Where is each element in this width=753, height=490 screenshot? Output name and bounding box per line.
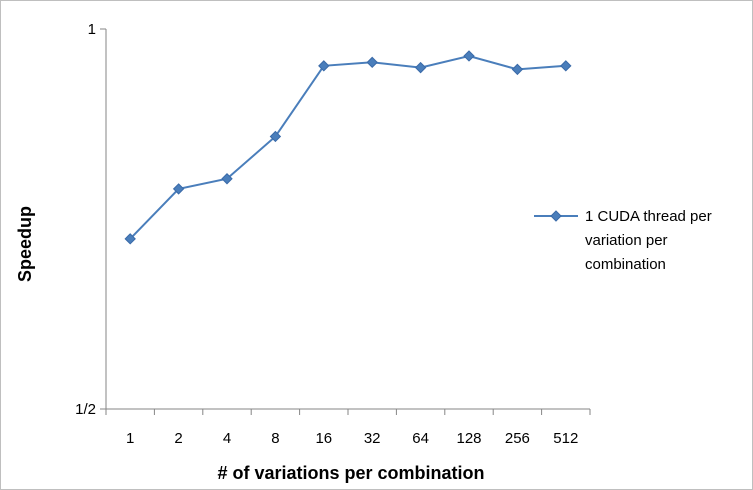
y-tick-label: 1 [88, 21, 96, 38]
x-axis-title: # of variations per combination [217, 463, 484, 483]
data-point [463, 50, 475, 62]
data-point [124, 233, 136, 245]
x-tick-label: 2 [174, 430, 182, 447]
legend-label-line-3: combination [585, 256, 666, 273]
x-tick-label: 256 [505, 430, 530, 447]
data-point [366, 56, 378, 69]
data-point [221, 173, 233, 185]
x-tick-label: 128 [456, 430, 481, 447]
x-axis: 1 2 4 8 16 32 64 128 256 512 [105, 408, 591, 447]
data-point [414, 61, 427, 74]
x-tick-label: 8 [271, 430, 279, 447]
legend-label-line-2: variation per [585, 232, 668, 249]
legend: 1 CUDA thread per variation per combinat… [534, 208, 712, 273]
data-point [269, 130, 282, 143]
legend-marker [550, 210, 562, 222]
x-tick-label: 64 [412, 430, 429, 447]
y-tick-label: 1/2 [75, 401, 96, 418]
series-line [129, 54, 566, 240]
y-axis: 1 1/2 [75, 21, 107, 418]
x-tick-label: 4 [223, 430, 231, 447]
x-tick-label: 16 [315, 430, 332, 447]
legend-label-line-1: 1 CUDA thread per [585, 208, 712, 225]
data-point [172, 183, 185, 195]
data-point [511, 63, 524, 76]
x-tick-label: 512 [553, 430, 578, 447]
data-point [318, 60, 330, 72]
series-layer [124, 50, 572, 245]
data-point [560, 60, 572, 72]
x-tick-label: 32 [364, 430, 381, 447]
x-tick-label: 1 [126, 430, 134, 447]
y-axis-title: Speedup [15, 206, 35, 282]
